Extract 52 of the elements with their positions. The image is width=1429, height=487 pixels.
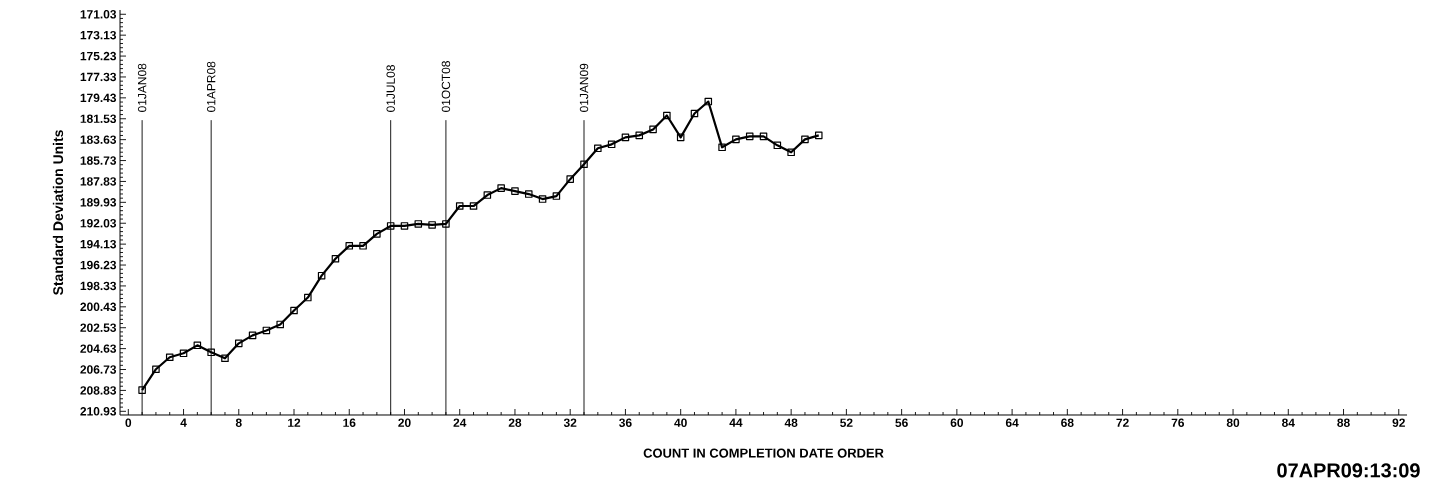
x-tick-label: 28 [508, 418, 522, 427]
x-tick-label: 36 [619, 418, 632, 427]
y-axis-title: Standard Deviation Units [52, 130, 64, 296]
y-tick-label: 210.93 [80, 407, 117, 416]
x-tick-label: 12 [288, 418, 301, 427]
x-tick-label: 24 [453, 418, 467, 427]
x-tick-label: 56 [895, 418, 908, 427]
ref-line-label: 01APR08 [206, 61, 216, 112]
x-tick-label: 32 [563, 418, 577, 427]
ref-line-label: 01JUL08 [386, 65, 395, 112]
x-tick-label: 52 [840, 418, 853, 427]
y-tick-label: 175.23 [80, 51, 117, 61]
x-tick-label: 64 [1005, 418, 1019, 427]
y-tick-label: 173.13 [80, 30, 117, 40]
y-tick-label: 189.93 [80, 198, 117, 207]
x-tick-label: 72 [1116, 418, 1129, 427]
y-tick-label: 208.83 [80, 386, 117, 395]
x-tick-label: 80 [1226, 418, 1240, 427]
ref-line-label: 01JAN09 [579, 63, 589, 112]
ref-line-label: 01OCT08 [441, 61, 451, 112]
x-tick-label: 88 [1337, 418, 1350, 427]
x-axis-title: COUNT IN COMPLETION DATE ORDER [643, 448, 884, 458]
x-tick-label: 76 [1171, 418, 1185, 427]
y-tick-label: 181.53 [80, 114, 117, 123]
y-tick-label: 200.43 [80, 302, 117, 312]
x-tick-label: 8 [235, 418, 242, 427]
y-tick-label: 198.33 [80, 281, 117, 291]
x-tick-label: 40 [674, 418, 687, 427]
x-tick-label: 48 [784, 418, 798, 427]
ref-line-label: 01JAN08 [137, 63, 147, 112]
x-tick-label: 16 [343, 418, 356, 427]
y-tick-label: 187.83 [80, 177, 117, 186]
y-tick-label: 177.33 [80, 72, 117, 82]
y-tick-label: 179.43 [80, 93, 117, 103]
y-tick-label: 204.63 [80, 344, 117, 353]
x-tick-label: 44 [729, 418, 743, 427]
x-tick-label: 68 [1061, 418, 1074, 427]
y-tick-label: 194.13 [80, 239, 117, 249]
y-tick-label: 192.03 [80, 219, 117, 228]
y-tick-label: 185.73 [80, 156, 117, 165]
y-tick-label: 206.73 [80, 365, 117, 374]
x-tick-label: 92 [1392, 418, 1405, 427]
x-tick-label: 20 [398, 418, 411, 427]
x-tick-label: 60 [950, 418, 964, 427]
y-tick-label: 171.03 [80, 10, 117, 19]
x-tick-label: 84 [1282, 418, 1295, 427]
text: 07APR09:13:09 [1277, 463, 1420, 478]
y-tick-label: 196.23 [80, 260, 117, 270]
x-tick-label: 4 [180, 418, 187, 427]
y-tick-label: 202.53 [80, 323, 117, 332]
x-tick-label: 0 [125, 418, 132, 427]
y-tick-label: 183.63 [80, 135, 117, 144]
